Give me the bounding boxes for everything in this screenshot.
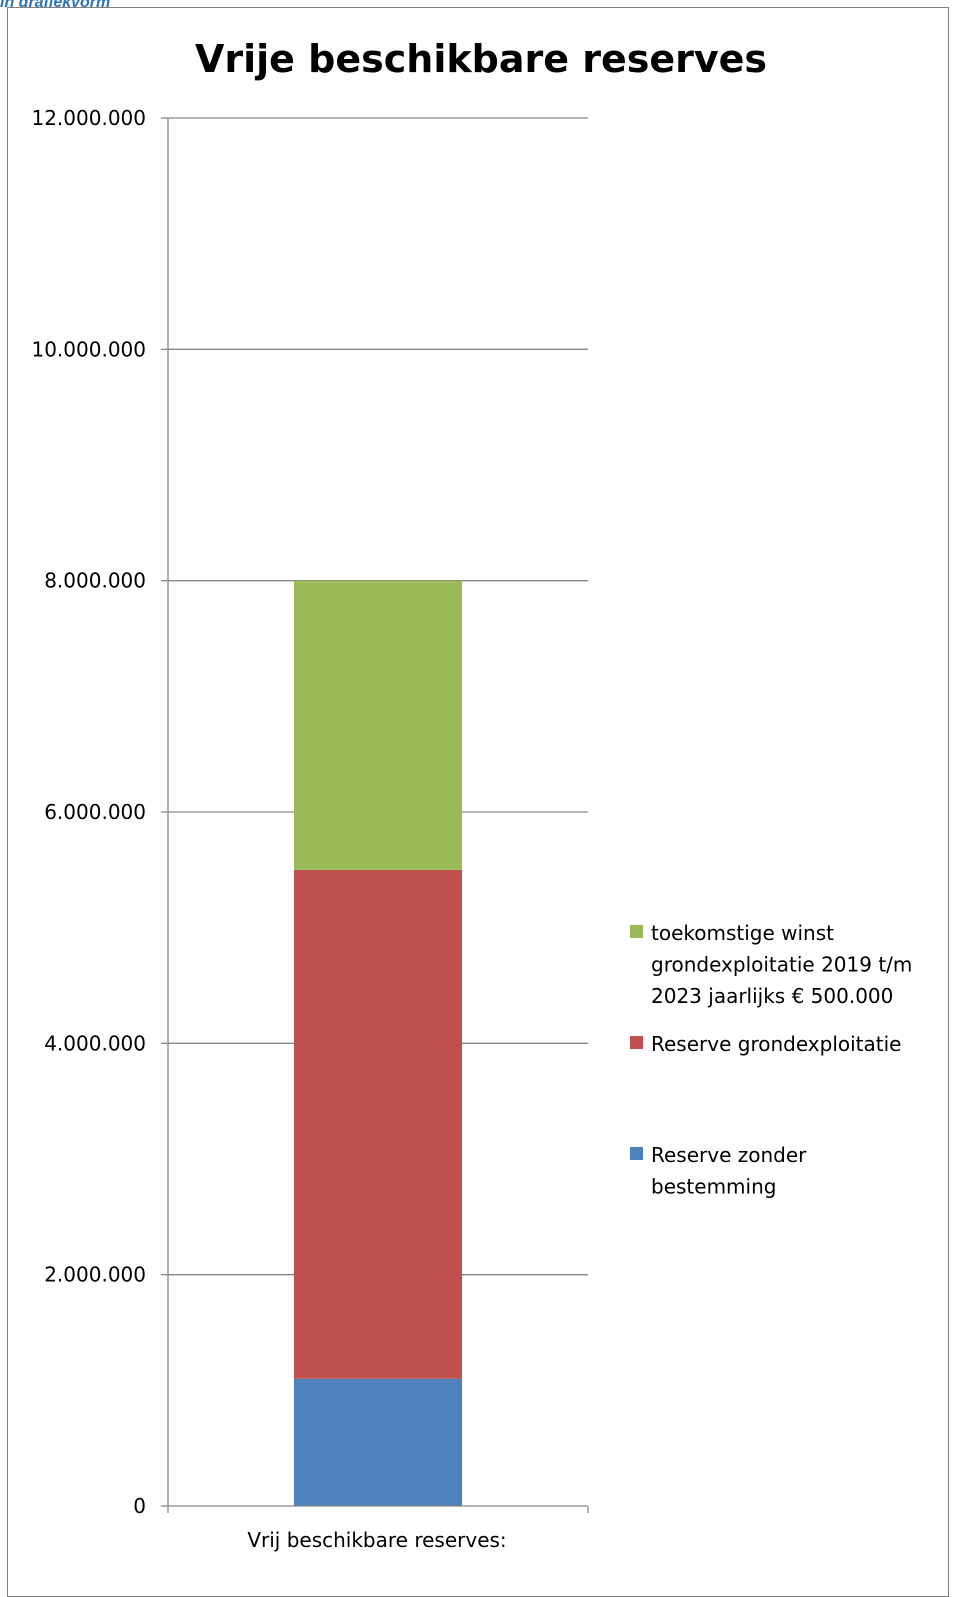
y-tick-label: 10.000.000 bbox=[31, 337, 146, 361]
y-axis-tick-labels: 0 2.000.000 4.000.000 6.000.000 8.000.000 10.… bbox=[31, 106, 146, 1518]
legend-label: bestemming bbox=[651, 1175, 776, 1199]
legend: toekomstige winst grondexploitatie 2019 t… bbox=[630, 921, 912, 1199]
legend-label: toekomstige winst bbox=[651, 921, 834, 945]
y-tick-label: 4.000.000 bbox=[44, 1031, 146, 1055]
chart-title: Vrije beschikbare reserves bbox=[195, 37, 767, 81]
legend-label: Reserve zonder bbox=[651, 1143, 807, 1167]
bar-segment-toekomstige-winst bbox=[294, 580, 462, 870]
section-heading-snippet: in grafiekvorm bbox=[0, 0, 111, 11]
bar-segment-reserve-grondexploitatie bbox=[294, 869, 462, 1379]
legend-label: Reserve grondexploitatie bbox=[651, 1032, 901, 1056]
legend-swatch-reserve-zonder-bestemming bbox=[630, 1147, 643, 1160]
y-tick-label: 2.000.000 bbox=[44, 1263, 146, 1287]
x-axis-category-labels: Vrij beschikbare reserves: bbox=[247, 1528, 506, 1552]
legend-label: grondexploitatie 2019 t/m bbox=[651, 953, 912, 977]
y-tick-label: 0 bbox=[133, 1494, 146, 1518]
legend-label: 2023 jaarlijks € 500.000 bbox=[651, 984, 893, 1008]
axes bbox=[167, 118, 589, 1513]
legend-swatch-reserve-grondexploitatie bbox=[630, 1036, 643, 1049]
y-tick-label: 6.000.000 bbox=[44, 800, 146, 824]
bar-segments bbox=[294, 580, 462, 1506]
chart-frame bbox=[7, 7, 949, 1597]
x-category-label: Vrij beschikbare reserves: bbox=[247, 1528, 506, 1552]
legend-swatch-toekomstige-winst bbox=[630, 925, 643, 938]
bar-segment-reserve-zonder-bestemming bbox=[294, 1378, 462, 1506]
y-tick-label: 12.000.000 bbox=[31, 106, 146, 130]
y-tick-label: 8.000.000 bbox=[44, 569, 146, 593]
